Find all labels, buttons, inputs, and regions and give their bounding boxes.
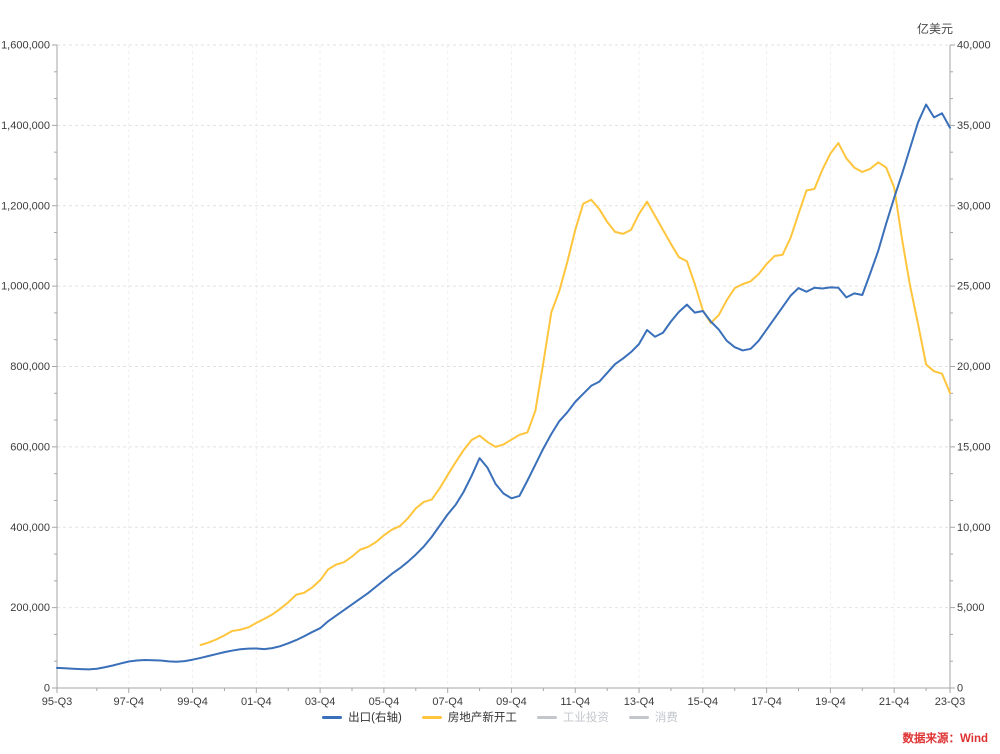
x-axis-tick-label: 11-Q4 bbox=[560, 696, 590, 708]
legend-item-industrial-investment[interactable]: 工业投资 bbox=[536, 709, 609, 725]
left-axis-tick-label: 1,200,000 bbox=[1, 200, 50, 212]
housing-starts-line bbox=[199, 142, 951, 646]
x-axis-tick-label: 17-Q4 bbox=[751, 696, 782, 708]
legend-line-icon bbox=[421, 715, 442, 719]
legend-item-housing-starts[interactable]: 房地产新开工 bbox=[421, 709, 517, 725]
left-axis-tick-label: 200,000 bbox=[10, 602, 50, 614]
right-axis-tick-label: 20,000 bbox=[957, 361, 991, 373]
right-axis-tick-label: 25,000 bbox=[957, 281, 991, 293]
exports-line bbox=[56, 103, 951, 671]
x-axis-tick-label: 21-Q4 bbox=[879, 696, 910, 708]
right-axis-tick-label: 35,000 bbox=[957, 120, 991, 132]
right-axis-tick-label: 15,000 bbox=[957, 441, 991, 453]
legend-label: 工业投资 bbox=[562, 712, 609, 724]
legend-item-consumption[interactable]: 消费 bbox=[628, 709, 678, 725]
x-axis-tick-label: 09-Q4 bbox=[496, 696, 527, 708]
left-axis-tick-label: 800,000 bbox=[10, 361, 50, 373]
left-axis-tick-label: 1,400,000 bbox=[1, 120, 50, 132]
left-axis-tick-label: 1,000,000 bbox=[1, 281, 50, 293]
right-axis-tick-label: 10,000 bbox=[957, 522, 991, 534]
x-axis-tick-label: 01-Q4 bbox=[241, 696, 272, 708]
right-axis-tick-label: 0 bbox=[957, 683, 963, 695]
x-axis-tick-label: 07-Q4 bbox=[432, 696, 463, 708]
right-axis-tick-label: 40,000 bbox=[957, 40, 991, 52]
legend-line-icon bbox=[628, 715, 649, 719]
x-axis-tick-label: 19-Q4 bbox=[815, 696, 846, 708]
right-axis-tick-label: 30,000 bbox=[957, 200, 991, 212]
x-axis-tick-label: 15-Q4 bbox=[688, 696, 719, 708]
legend-label: 消费 bbox=[654, 712, 678, 724]
legend-line-icon bbox=[322, 715, 343, 719]
legend-label: 房地产新开工 bbox=[447, 712, 517, 724]
legend-label: 出口(右轴) bbox=[348, 712, 402, 724]
left-axis-tick-label: 1,600,000 bbox=[1, 40, 50, 52]
right-axis-unit-label: 亿美元 bbox=[916, 22, 953, 36]
x-axis-tick-label: 13-Q4 bbox=[624, 696, 655, 708]
chart-legend: 出口(右轴) 房地产新开工 工业投资 消费 bbox=[0, 707, 1000, 727]
right-axis-tick-label: 5,000 bbox=[957, 602, 985, 614]
x-axis-tick-label: 97-Q4 bbox=[113, 696, 144, 708]
legend-item-exports[interactable]: 出口(右轴) bbox=[322, 709, 402, 725]
x-axis-tick-label: 23-Q3 bbox=[935, 696, 966, 708]
legend-line-icon bbox=[536, 715, 557, 719]
x-axis-tick-label: 03-Q4 bbox=[305, 696, 336, 708]
left-axis-tick-label: 0 bbox=[44, 683, 50, 695]
x-axis-tick-label: 95-Q3 bbox=[42, 696, 73, 708]
left-axis-tick-label: 400,000 bbox=[10, 522, 50, 534]
left-axis-tick-label: 600,000 bbox=[10, 441, 50, 453]
x-axis-tick-label: 05-Q4 bbox=[369, 696, 400, 708]
data-source-note: 数据来源：Wind bbox=[902, 733, 989, 745]
x-axis-tick-label: 99-Q4 bbox=[177, 696, 208, 708]
